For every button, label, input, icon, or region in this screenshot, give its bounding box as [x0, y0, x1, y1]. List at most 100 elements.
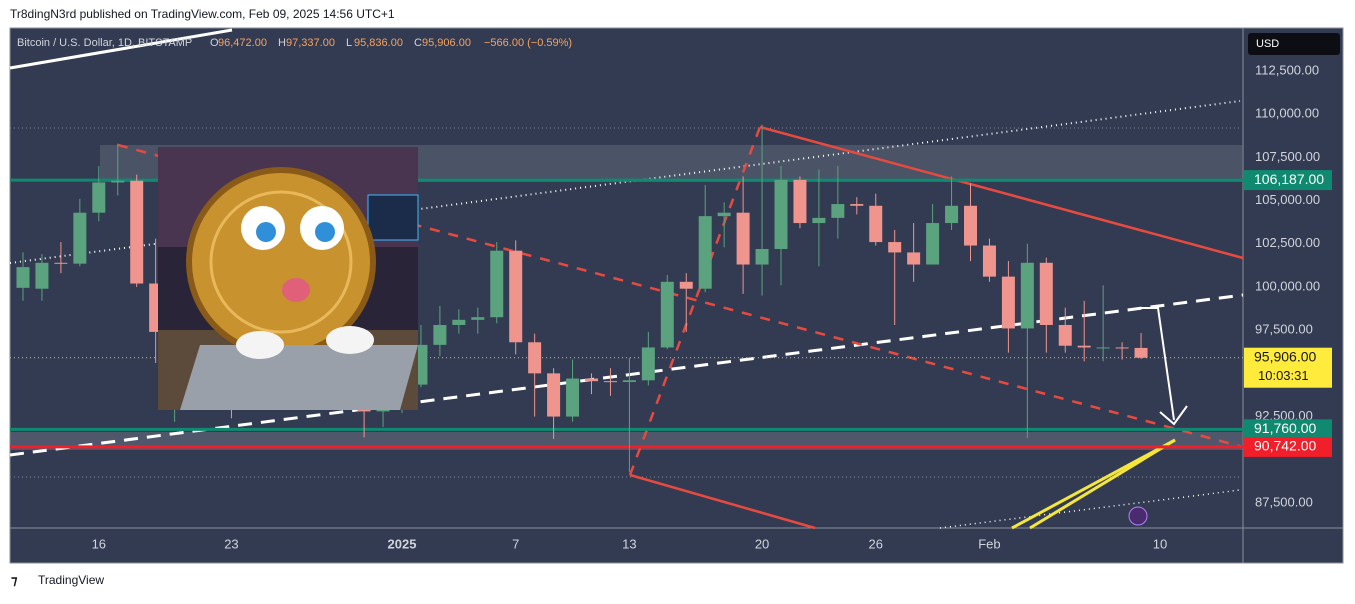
price-label-bg: [1244, 170, 1332, 191]
trend-line: [759, 125, 1244, 260]
x-tick-label: Feb: [978, 536, 1000, 551]
image-pupil: [256, 222, 276, 242]
image-pupil: [315, 222, 335, 242]
ohlc-legend: Bitcoin / U.S. Dollar, 1D, BITSTAMP O 96,…: [17, 37, 572, 49]
alert-icon[interactable]: [1128, 506, 1148, 526]
image-hand: [236, 331, 284, 359]
ohlc-key: H: [278, 37, 286, 49]
y-tick-label: 105,000.00: [1255, 192, 1320, 207]
candle-body: [755, 248, 769, 265]
candle-body: [452, 319, 466, 325]
x-tick-label: 10: [1153, 536, 1167, 551]
trend-line: [9, 100, 1241, 264]
ohlc-value: 97,337.00: [286, 37, 335, 49]
candle-body: [92, 182, 106, 213]
x-tick-label: 2025: [388, 536, 417, 551]
candle-body: [964, 205, 977, 246]
candle-body: [1096, 347, 1110, 349]
candle-body: [433, 324, 447, 345]
candle-body: [907, 252, 921, 265]
brand: TradingView: [38, 573, 104, 587]
price-label: 95,906.00: [1254, 348, 1316, 364]
candle-body: [1134, 347, 1148, 358]
x-tick-label: 26: [869, 536, 883, 551]
candle-body: [528, 342, 542, 374]
candle-body: [585, 378, 598, 382]
price-label-bg: [1244, 347, 1332, 388]
candle-body: [717, 212, 731, 217]
candle-body: [774, 179, 788, 249]
symbol: Bitcoin / U.S. Dollar, 1D, BITSTAMP: [17, 37, 192, 49]
y-tick-label: 112,500.00: [1255, 62, 1319, 77]
candle-body: [736, 212, 750, 265]
trend-line: [629, 473, 816, 530]
x-tick-label: 20: [755, 536, 769, 551]
trend-line: [1011, 438, 1176, 530]
ohlc-key: L: [346, 37, 352, 49]
ohlc-value: 95,836.00: [354, 37, 403, 49]
x-tick-label: 7: [512, 536, 519, 551]
ohlc-key: O: [210, 37, 219, 49]
price-label: 90,742.00: [1254, 438, 1316, 454]
x-tick-label: 23: [224, 536, 238, 551]
candle-body: [509, 250, 523, 343]
candle-body: [622, 380, 636, 383]
candle-body: [1020, 262, 1034, 329]
candle-body: [1115, 347, 1129, 349]
candle-body: [850, 204, 864, 206]
y-tick-label: 87,500.00: [1255, 494, 1313, 509]
publisher: Tr8dingN3rd published on TradingView.com…: [10, 7, 395, 21]
candle-body: [54, 262, 68, 264]
change: −566.00 (−0.59%): [484, 37, 572, 49]
candle-body: [1039, 262, 1053, 325]
y-tick-label: 107,500.00: [1255, 149, 1320, 164]
x-tick-label: 16: [92, 536, 106, 551]
candle-body: [1077, 345, 1091, 348]
currency-box[interactable]: [1248, 33, 1340, 55]
y-tick-label: 92,500.00: [1255, 408, 1313, 423]
candle-body: [1058, 324, 1072, 346]
candle-body: [888, 242, 902, 253]
currency[interactable]: USD: [1256, 38, 1279, 50]
trend-line: [628, 126, 762, 476]
candle-body: [603, 381, 617, 383]
y-tick-label: 97,500.00: [1255, 322, 1313, 337]
price-label-bg: [1244, 419, 1332, 440]
ohlc-key: C: [414, 37, 422, 49]
trend-line: [939, 489, 1241, 529]
candle-body: [641, 347, 655, 381]
candle-body: [111, 180, 125, 183]
candle-body: [471, 317, 485, 320]
brand-logo: ⁊: [11, 572, 18, 587]
price-label: 91,760.00: [1254, 420, 1316, 436]
candle-body: [1001, 276, 1015, 329]
candle-body: [698, 216, 712, 289]
price-label: 106,187.00: [1254, 171, 1324, 187]
candle-body: [679, 281, 693, 289]
candle-body: [793, 179, 807, 224]
candle-body: [16, 267, 30, 288]
image-keyboard: [180, 345, 418, 410]
candle-body: [660, 281, 674, 348]
trend-line: [9, 28, 233, 70]
candle-body: [130, 180, 144, 284]
y-tick-label: 102,500.00: [1255, 235, 1320, 250]
image-monitor: [367, 194, 419, 241]
image-coin-ring: [209, 190, 353, 334]
price-label-bg: [1244, 436, 1332, 457]
candle-body: [869, 205, 883, 243]
meme-image: [158, 147, 419, 410]
candle-body: [547, 373, 561, 417]
ohlc-value: 96,472.00: [218, 37, 267, 49]
candle-body: [35, 262, 49, 289]
image-tongue: [282, 278, 310, 302]
y-tick-label: 100,000.00: [1255, 278, 1320, 293]
y-tick-label: 110,000.00: [1255, 106, 1319, 121]
candle-body: [982, 245, 996, 277]
ohlc-value: 95,906.00: [422, 37, 471, 49]
candle-body: [490, 250, 504, 318]
image-hand: [326, 326, 374, 354]
candle-body: [945, 205, 959, 224]
arrow: [1140, 307, 1175, 421]
